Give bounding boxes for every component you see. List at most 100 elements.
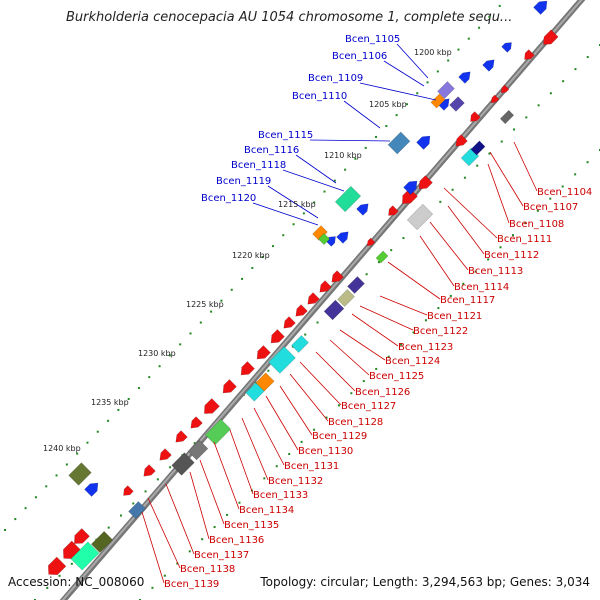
inner-gene-leader-line [189, 471, 210, 540]
inner-gene-label: Bcen_1112 [484, 250, 539, 261]
minor-tick [549, 197, 552, 200]
outer-gene-label: Bcen_1120 [201, 193, 256, 204]
forward-gene-arrow-shape [366, 237, 376, 247]
forward-gene-arrow-shape [175, 430, 188, 443]
minor-tick [467, 37, 470, 40]
minor-tick [412, 331, 415, 334]
forward-gene-arrow [74, 528, 90, 544]
gene-block [499, 109, 515, 125]
gene-block-shape [70, 541, 100, 571]
inner-gene-label: Bcen_1133 [253, 490, 308, 501]
minor-tick [70, 562, 73, 565]
map-title: Burkholderia cenocepacia AU 1054 chromos… [66, 10, 513, 25]
forward-gene-arrow-shape [490, 94, 500, 104]
inner-gene-label: Bcen_1114 [454, 282, 509, 293]
minor-tick [447, 59, 450, 62]
gene-block [449, 96, 465, 112]
minor-tick [4, 529, 6, 531]
inner-gene-label: Bcen_1130 [298, 446, 353, 457]
inner-gene-leader-line [487, 163, 510, 224]
outer-gene-leader-line [396, 43, 429, 79]
reverse-gene-arrow [84, 482, 99, 497]
minor-tick [86, 441, 89, 444]
minor-tick [499, 246, 502, 249]
inner-gene-label: Bcen_1125 [369, 371, 424, 382]
forward-gene-arrow-shape [543, 29, 559, 45]
minor-tick [282, 234, 285, 237]
forward-gene-arrow [159, 448, 172, 461]
minor-tick [58, 574, 61, 577]
forward-gene-arrow [222, 379, 237, 394]
minor-tick [65, 463, 68, 466]
minor-tick [158, 365, 161, 368]
inner-gene-label: Bcen_1111 [497, 234, 552, 245]
inner-gene-label: Bcen_1108 [509, 219, 564, 230]
forward-gene-arrow-shape [331, 270, 344, 283]
forward-gene-arrow [283, 316, 296, 329]
minor-tick [498, 4, 501, 7]
gene-block-shape [204, 418, 232, 446]
inner-gene-leader-line [241, 417, 269, 481]
outer-gene-label: Bcen_1109 [308, 73, 363, 84]
minor-tick [271, 245, 274, 248]
minor-tick [275, 465, 278, 468]
inner-gene-label: Bcen_1131 [284, 461, 339, 472]
gene-block [437, 81, 455, 99]
forward-gene-arrow [500, 84, 510, 94]
minor-tick [586, 161, 589, 164]
outer-gene-leader-line [267, 185, 319, 219]
minor-tick [300, 440, 303, 443]
gene-block [187, 439, 209, 461]
forward-gene-arrow-shape [295, 304, 308, 317]
forward-gene-arrow [490, 94, 500, 104]
minor-tick [213, 526, 216, 529]
minor-tick [375, 367, 378, 370]
inner-gene-label: Bcen_1136 [209, 535, 264, 546]
minor-tick [395, 114, 398, 117]
minor-tick [127, 397, 130, 400]
inner-gene-leader-line [315, 351, 356, 392]
reverse-gene-arrow [403, 180, 418, 195]
gene-block [406, 203, 434, 231]
forward-gene-arrow [402, 188, 418, 204]
reverse-gene-arrow-shape [416, 135, 431, 150]
accession-label: Accession: NC_008060 [8, 575, 145, 589]
minor-tick [199, 321, 202, 324]
minor-tick [488, 152, 491, 155]
minor-tick [511, 234, 514, 237]
forward-gene-arrow-shape [123, 485, 134, 496]
inner-gene-leader-line [419, 235, 455, 287]
gene-block-shape [68, 462, 92, 486]
minor-tick [117, 408, 120, 411]
minor-tick [179, 343, 182, 346]
minor-tick [525, 116, 528, 119]
gene-block-shape [334, 185, 362, 213]
gene-block [317, 232, 331, 246]
minor-tick [436, 70, 439, 73]
inner-gene-label: Bcen_1132 [268, 476, 323, 487]
forward-gene-arrow [175, 430, 188, 443]
minor-tick [437, 307, 440, 310]
forward-gene-arrow-shape [283, 316, 296, 329]
inner-gene-leader-line [443, 187, 498, 239]
minor-tick [325, 416, 328, 419]
gene-block-shape [499, 109, 515, 125]
gene-block-shape [347, 276, 365, 294]
chromosome-backbone-highlight [61, 0, 583, 600]
inner-gene-leader-line [165, 483, 195, 555]
gene-block [268, 346, 296, 374]
minor-tick [107, 526, 110, 529]
minor-tick [333, 179, 336, 182]
minor-tick [387, 355, 390, 358]
reverse-gene-arrow-shape [482, 59, 495, 72]
minor-tick [457, 48, 460, 51]
minor-tick [176, 562, 179, 565]
forward-gene-arrow [240, 361, 255, 376]
inner-gene-label: Bcen_1134 [239, 505, 294, 516]
minor-tick [536, 209, 539, 212]
gene-block [245, 382, 265, 402]
inner-gene-label: Bcen_1137 [194, 550, 249, 561]
inner-gene-label: Bcen_1126 [355, 387, 410, 398]
kbp-scale-label: 1205 kbp [369, 100, 407, 109]
minor-tick [210, 310, 213, 313]
